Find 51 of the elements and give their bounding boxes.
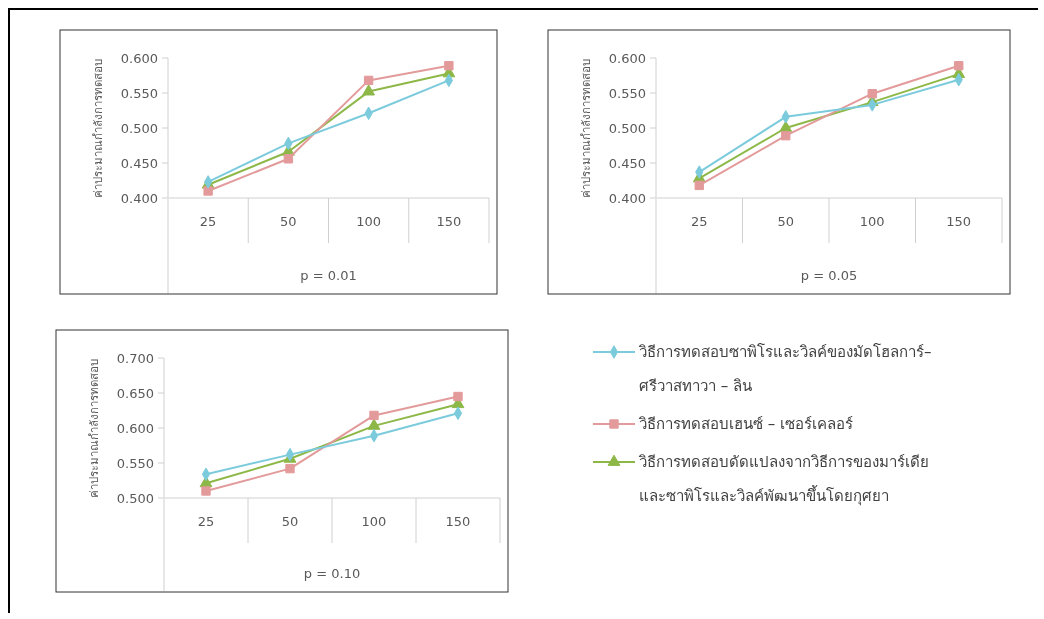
x-tick-label: 25 [199,214,217,229]
point [285,463,295,474]
y-tick-label: 0.550 [116,455,154,471]
y-tick-label: 0.650 [116,385,154,401]
point [781,131,791,141]
x-tick-label: 25 [197,514,215,529]
x-axis-title: p = 0.01 [300,268,357,283]
legend-label: วิธีการทดสอบซาพิโรและวิลค์ของมัดโฮลการ์– ศรีวาสทาวา – ลิน [638,343,932,396]
x-axis-title: p = 0.10 [303,566,361,581]
x-tick-label: 50 [281,514,299,529]
x-tick-label: 150 [436,214,462,229]
x-tick-label: 150 [445,514,471,529]
point [954,61,964,71]
point [453,391,463,402]
point [283,154,294,164]
point [203,186,213,196]
y-tick-label: 0.450 [608,155,646,171]
x-tick-label: 100 [859,214,885,229]
point [201,467,211,481]
y-tick-label: 0.500 [120,120,158,136]
y-tick-label: 0.550 [608,85,646,101]
x-tick-label: 50 [280,214,297,229]
point [444,61,454,71]
point [363,75,374,86]
y-tick-label: 0.550 [120,85,158,101]
y-tick-label: 0.450 [120,155,158,171]
x-tick-label: 25 [690,214,708,229]
y-tick-label: 0.600 [116,420,154,436]
point [694,180,704,191]
x-tick-label: 50 [777,214,795,229]
legend-label: วิธีการทดสอบดัดแปลงจากวิธีการของมาร์เดีย และซาพิโรและวิลค์พัฒนาขึ้นโดยกุศยา [638,453,929,507]
x-tick-label: 100 [361,514,387,529]
y-tick-label: 0.400 [120,190,158,206]
x-axis-title: p = 0.05 [800,268,858,283]
y-tick-label: 0.400 [608,190,646,206]
legend-label: วิธีการทดสอบเฮนซ์ – เซอร์เคลอร์ [638,415,854,434]
y-tick-label: 0.600 [608,50,646,66]
x-tick-label: 100 [356,214,382,229]
y-axis-title: ค่าประมาณกำลังการทดสอบ [87,358,101,498]
y-axis-title: ค่าประมาณกำลังการทดสอบ [91,58,105,198]
y-tick-label: 0.700 [116,350,154,366]
point [362,84,376,96]
point [369,410,379,421]
y-tick-label: 0.500 [608,120,646,136]
point [201,486,211,496]
y-tick-label: 0.500 [116,490,154,506]
x-tick-label: 150 [946,214,972,229]
point [867,89,877,99]
y-tick-label: 0.600 [120,50,158,66]
point [367,418,381,430]
y-axis-title: ค่าประมาณกำลังการทดสอบ [579,58,593,198]
